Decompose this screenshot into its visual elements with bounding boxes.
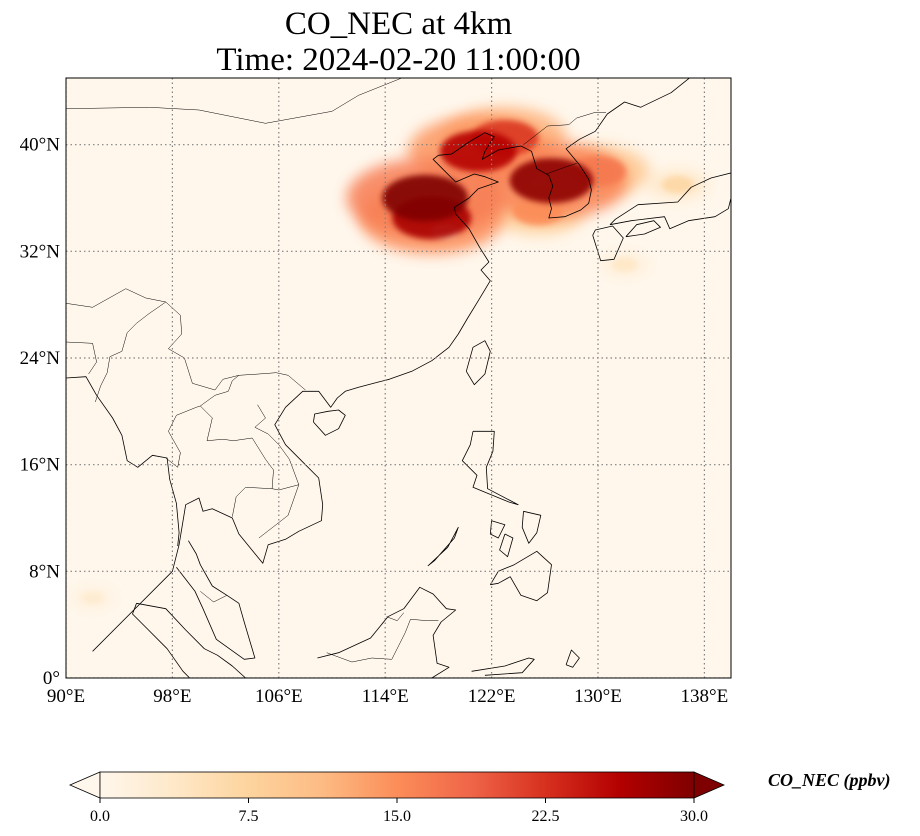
- border-segment: [254, 404, 300, 539]
- co-plume-core: [509, 158, 594, 204]
- coastline-segment: [565, 649, 580, 668]
- colorbar-extend-min: [68, 771, 101, 799]
- border-segment: [326, 619, 439, 663]
- lon-tick-label: 138°E: [681, 686, 729, 707]
- border-segment: [523, 112, 606, 145]
- colorbar-label: CO_NEC (ppbv): [768, 770, 891, 790]
- co-plume-core: [612, 257, 638, 272]
- border-segment: [200, 405, 299, 491]
- coastline-segment: [66, 376, 180, 547]
- lon-tick-label: 130°E: [574, 686, 622, 707]
- coastlines: [66, 78, 731, 678]
- co-plume-core: [382, 174, 468, 222]
- colorbar-bar: [99, 771, 695, 799]
- lat-tick-label: 8°N: [29, 561, 60, 582]
- y-axis-ticks: 0° 8°N 16°N 24°N 32°N 40°N: [20, 135, 61, 689]
- coastline-segment: [176, 540, 256, 660]
- coastline-segment: [489, 520, 506, 539]
- lon-tick-label: 106°E: [255, 686, 303, 707]
- border-segment: [386, 612, 404, 621]
- border-segment: [232, 487, 273, 517]
- coastline-segment: [625, 220, 661, 238]
- lon-tick-label: 90°E: [47, 686, 85, 707]
- coastline-segment: [92, 78, 691, 652]
- lat-tick-label: 24°N: [20, 348, 61, 369]
- coastline-segment: [461, 430, 519, 506]
- coastline-segment: [136, 602, 246, 678]
- colorbar-tick-label: 22.5: [532, 808, 560, 825]
- lat-tick-label: 16°N: [20, 455, 61, 476]
- coastline-segment: [489, 550, 552, 602]
- border-segment: [66, 288, 146, 308]
- coastline-segment: [592, 225, 624, 262]
- gridlines: [66, 78, 731, 678]
- border-segment: [165, 405, 201, 468]
- border-segment: [66, 341, 97, 375]
- title-line-1: CO_NEC at 4km: [284, 6, 513, 42]
- lon-tick-label: 122°E: [468, 686, 516, 707]
- coastline-segment: [471, 657, 535, 676]
- title-line-2: Time: 2024-02-20 11:00:00: [216, 42, 581, 78]
- co-plume-core: [440, 130, 517, 172]
- coastline-segment: [132, 603, 190, 678]
- coastline-segment: [427, 526, 459, 567]
- colorbar-tick-label: 7.5: [239, 808, 259, 825]
- x-axis-ticks: 90°E 98°E 106°E 114°E 122°E 130°E 138°E: [47, 686, 728, 707]
- country-borders: [66, 78, 606, 663]
- border-segment: [145, 297, 306, 391]
- co-field: [70, 107, 709, 610]
- border-segment: [95, 301, 166, 403]
- colorbar: 0.0 7.5 15.0 22.5 30.0: [68, 771, 726, 825]
- border-segment: [546, 163, 577, 175]
- map-title: CO_NEC at 4km Time: 2024-02-20 11:00:00: [66, 6, 731, 78]
- border-segment: [66, 78, 403, 124]
- border-segment: [200, 375, 240, 407]
- colorbar-tick-label: 0.0: [90, 808, 110, 825]
- coastline-segment: [521, 510, 542, 544]
- co-plume-core: [81, 591, 104, 605]
- lon-tick-label: 114°E: [362, 686, 409, 707]
- coastline-segment: [317, 586, 457, 678]
- coastline-segment: [313, 409, 346, 436]
- coastline-segment: [465, 340, 491, 386]
- lat-tick-label: 40°N: [20, 135, 61, 156]
- colorbar-extend-max: [693, 771, 726, 799]
- coastline-segment: [499, 533, 514, 558]
- border-segment: [200, 591, 228, 603]
- coastline-segment: [609, 172, 731, 230]
- lat-tick-label: 32°N: [20, 241, 61, 262]
- lat-tick-label: 0°: [43, 668, 60, 689]
- co-plume-core: [661, 176, 694, 194]
- map-frame: [65, 77, 732, 679]
- colorbar-tick-label: 15.0: [383, 808, 411, 825]
- colorbar-tick-label: 30.0: [680, 808, 708, 825]
- lon-tick-label: 98°E: [153, 686, 191, 707]
